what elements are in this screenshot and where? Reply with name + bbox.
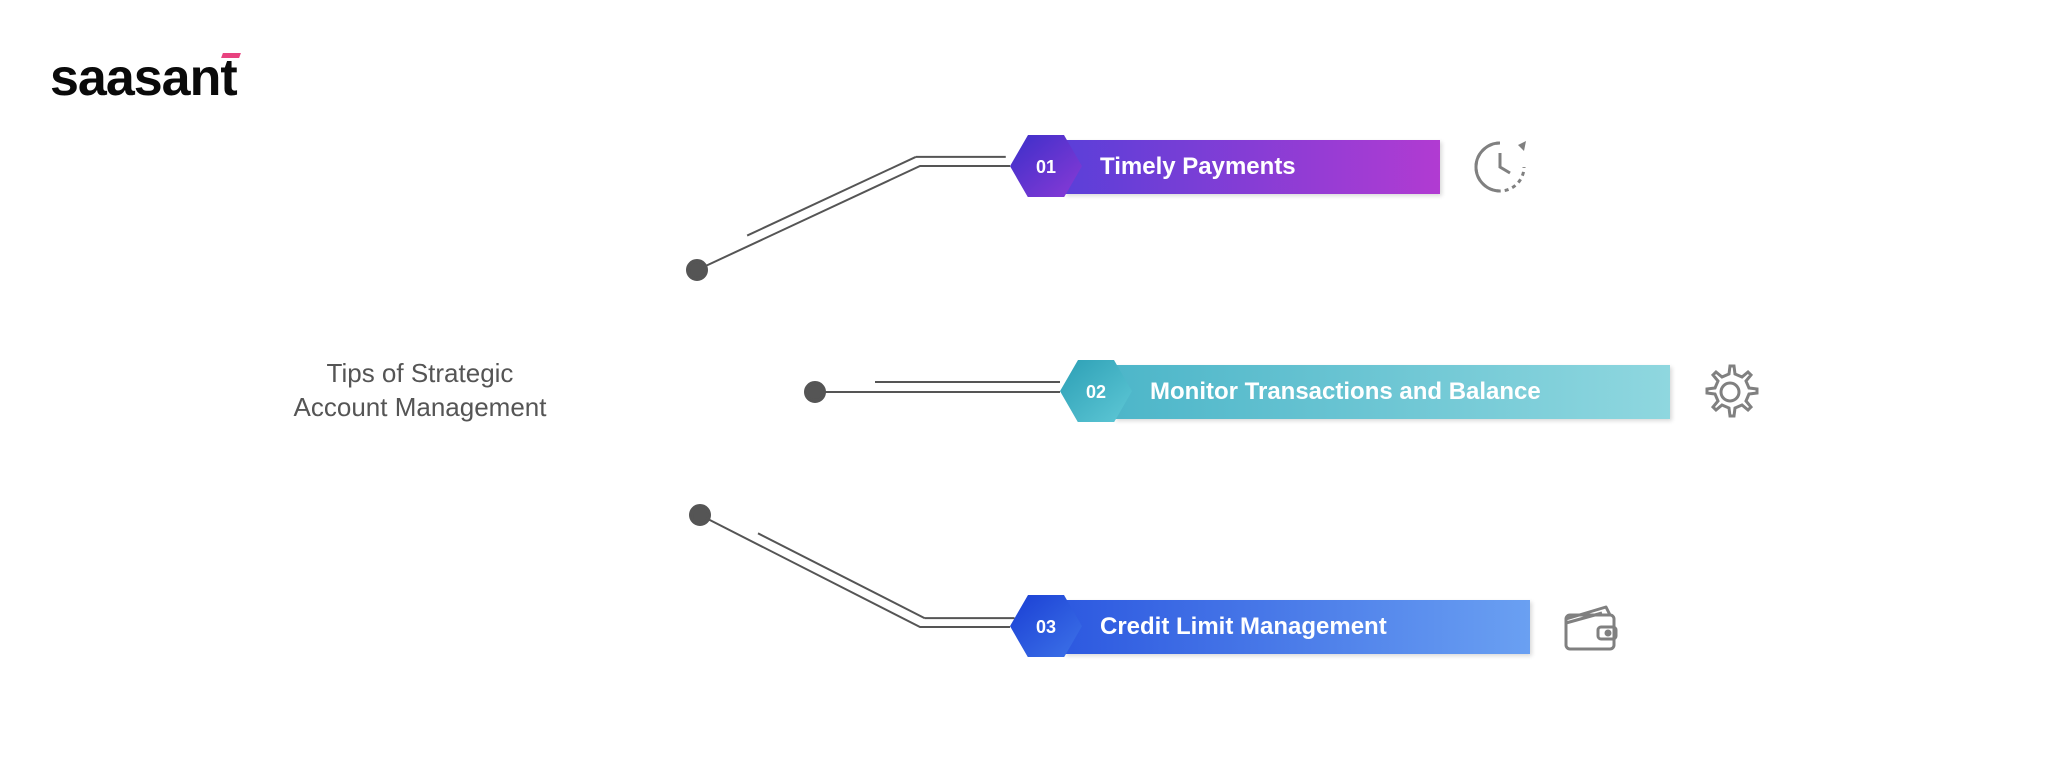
item-01: 01 Timely Payments [1010, 135, 1532, 199]
logo: saasant [50, 48, 237, 108]
item-hex-01: 01 [1010, 135, 1082, 199]
item-hex-02: 02 [1060, 360, 1132, 424]
wallet-icon [1558, 595, 1622, 659]
item-bar-01: Timely Payments [1064, 140, 1440, 194]
central-text: Tips of Strategic Account Management [294, 357, 547, 425]
item-bar-03: Credit Limit Management [1064, 600, 1530, 654]
item-label: Monitor Transactions and Balance [1150, 378, 1541, 406]
item-number: 03 [1036, 617, 1056, 638]
gear-icon [1698, 360, 1762, 424]
item-label: Credit Limit Management [1100, 613, 1387, 641]
item-hex-03: 03 [1010, 595, 1082, 659]
item-02: 02 Monitor Transactions and Balance [1060, 360, 1762, 424]
item-label: Timely Payments [1100, 153, 1296, 181]
item-number: 01 [1036, 157, 1056, 178]
item-03: 03 Credit Limit Management [1010, 595, 1622, 659]
logo-accent: t [220, 49, 236, 107]
clock-icon [1468, 135, 1532, 199]
item-bar-02: Monitor Transactions and Balance [1114, 365, 1670, 419]
central-line2: Account Management [294, 392, 547, 422]
logo-text: saasan [50, 49, 220, 107]
central-line1: Tips of Strategic [327, 358, 514, 388]
item-number: 02 [1086, 382, 1106, 403]
central-hexagon: Tips of Strategic Account Management [240, 235, 600, 547]
